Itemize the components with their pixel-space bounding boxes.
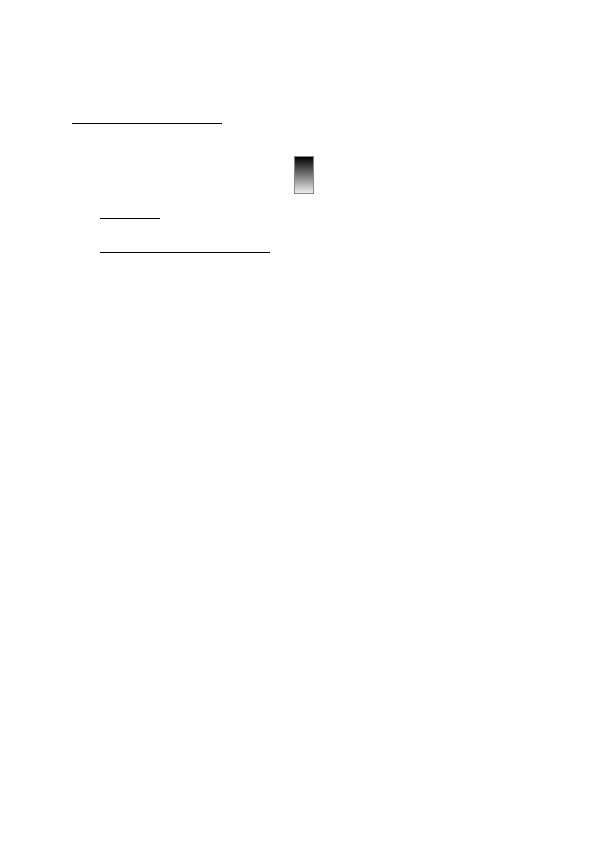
question-5 bbox=[50, 40, 545, 62]
blank bbox=[200, 238, 270, 253]
blank bbox=[172, 109, 222, 124]
blank bbox=[100, 238, 150, 253]
q29-part2-mid bbox=[72, 204, 545, 227]
blank bbox=[122, 109, 172, 124]
blank bbox=[100, 204, 160, 219]
heatmap-figure bbox=[50, 140, 545, 196]
blank bbox=[150, 238, 200, 253]
question-29 bbox=[50, 82, 545, 267]
blank bbox=[72, 109, 122, 124]
q29-part2-result bbox=[72, 238, 545, 261]
legend-gradient bbox=[294, 156, 314, 194]
q29-part1 bbox=[72, 109, 545, 132]
